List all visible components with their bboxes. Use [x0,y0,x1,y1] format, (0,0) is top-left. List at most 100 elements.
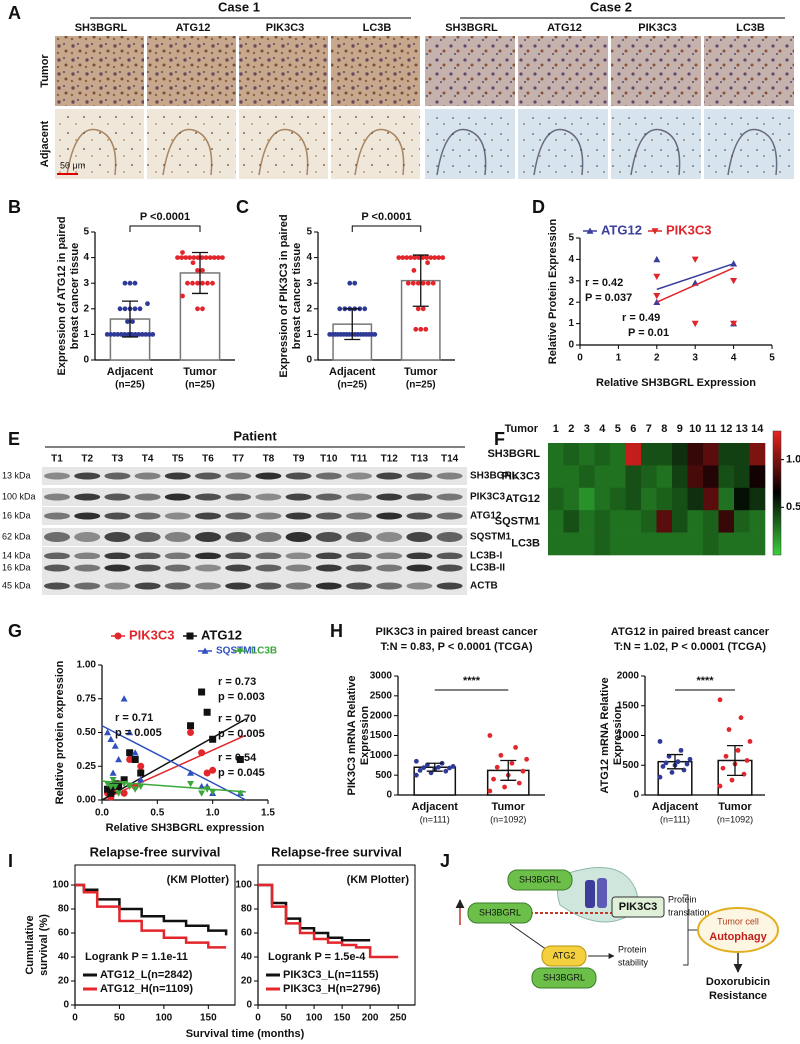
heat-cell [579,487,595,511]
heat-cell [656,443,673,466]
colorbar-label: 0.5 [786,501,800,513]
legend-marker [236,648,244,655]
annotation: p = 0.005 [115,727,162,739]
ihc-image [518,36,608,106]
y-tick-label: 4 [306,252,312,263]
chart-note: (KM Plotter) [347,874,410,886]
column-label: 6 [630,423,636,435]
data-point [653,255,661,263]
blot-band [346,532,372,542]
heat-cell [703,487,719,511]
ihc-image [611,109,701,179]
heat-cell [703,465,719,489]
blot-band [134,472,161,480]
blot-band [315,472,342,480]
lane-label: T8 [263,454,275,465]
ihc-image [425,36,515,106]
data-point [730,260,738,267]
data-point [726,727,732,732]
legend-label: PIK3C3 [666,222,712,237]
heat-cell [548,465,564,489]
data-point [487,788,493,794]
data-point [137,762,145,770]
blot-band [74,564,101,572]
chart-note: (KM Plotter) [167,874,230,886]
column-label: 14 [751,423,764,435]
heat-cell [548,443,564,466]
blot-band [255,564,282,572]
blot-band [195,564,221,572]
data-point [405,280,411,286]
y-tick-label: 2000 [370,710,393,721]
blot-band [104,532,131,542]
data-point [107,735,115,743]
y-axis-label: breast cancer tissue [291,243,303,349]
panel-label: G [8,621,22,641]
y-tick-label: 500 [622,760,639,771]
y-tick-label: 2 [83,303,89,314]
blot-band [285,532,312,542]
y-tick-label: 0 [386,790,392,801]
node-label: Tumor cell [717,916,759,926]
column-label: 1 [553,423,559,435]
tissue-outline [630,128,681,176]
data-point [137,769,145,777]
axis-title: Tumor [505,423,539,435]
y-tick-label: 100 [52,880,69,891]
n-label: (n=111) [660,814,690,824]
legend-label: ATG12 [601,222,642,237]
blot-band [104,552,131,560]
data-point [747,739,753,744]
blot-band [74,582,101,590]
blot-band [285,564,312,572]
blot-band [164,512,191,520]
lane-label: T10 [320,454,338,465]
panel-label: D [532,197,545,217]
x-tick-label: 2 [654,353,660,364]
y-tick-label: 0 [63,1000,69,1011]
ihc-image [704,36,794,106]
heat-cell [594,465,611,489]
ihc-image [239,109,328,179]
x-tick-label: 100 [306,1013,323,1024]
column-label: 9 [677,423,683,435]
x-tick-label: 150 [334,1013,351,1024]
data-point [491,776,496,782]
heat-cell [749,443,766,466]
protein-label: LC3B-I [470,551,502,562]
data-point [723,753,729,759]
outcome-label: Doxorubicin [706,976,770,988]
y-axis-label: ATG12 mRNA Relative [599,677,611,793]
data-point [179,255,185,260]
node-label: SH3BGRL [519,874,561,884]
error-bar [500,759,517,781]
data-point [132,306,138,312]
data-point [150,331,156,337]
node [531,967,597,989]
heat-cell [548,487,564,511]
data-point [396,255,402,261]
tissue-outline [66,128,117,176]
lane-label: T11 [351,454,368,465]
y-axis-label: breast cancer tissue [69,243,81,349]
blot-band [285,582,312,590]
x-tick-label: Adjacent [329,366,376,378]
chart-title: ATG12 in paired breast cancer [611,626,770,638]
x-tick-label: 100 [156,1013,173,1024]
data-point [209,766,217,774]
panel-label: H [330,621,343,641]
data-point [117,306,123,312]
blot-band [104,512,131,520]
node [507,869,573,891]
y-tick-label: 40 [58,952,70,963]
data-point [424,255,430,261]
data-point [443,768,449,774]
y-axis-label: Cumulative [24,915,36,974]
data-point [190,260,196,266]
data-point [109,776,117,784]
blot-band [436,512,463,520]
blot-band [406,493,433,501]
chart-subtitle: T:N = 0.83, P < 0.0001 (TCGA) [380,641,532,653]
data-point [180,250,185,255]
row-label: Tumor [39,54,51,88]
